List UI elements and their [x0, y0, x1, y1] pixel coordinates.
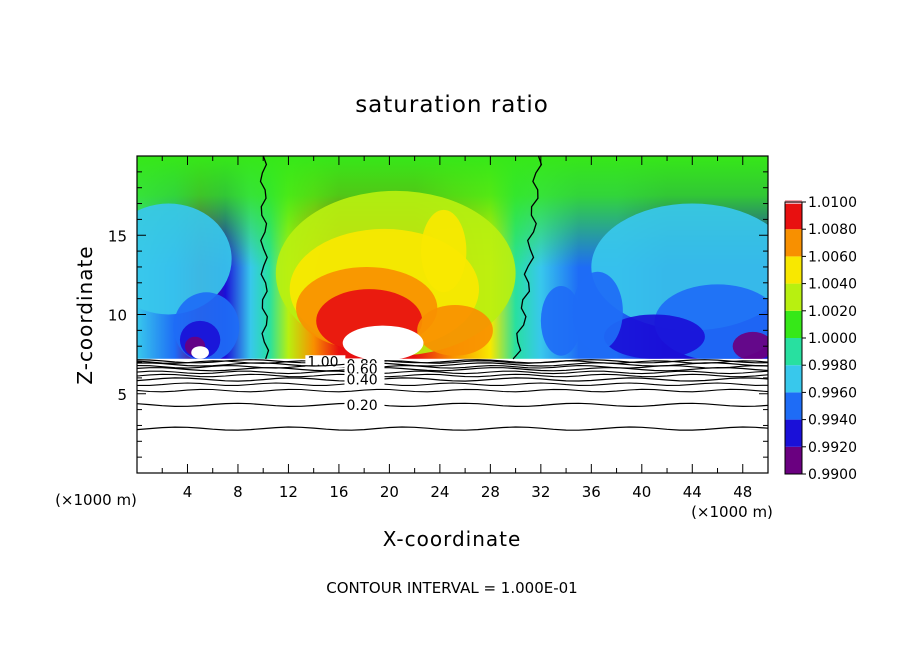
- cloud-contour-lines: 1.000.800.600.400.20: [137, 354, 768, 431]
- colorbar-label: 0.9980: [808, 358, 857, 374]
- isoline-saturation-1: [512, 156, 543, 360]
- x-tick-label: 20: [380, 483, 399, 501]
- contour-interval-note: CONTOUR INTERVAL = 1.000E-01: [326, 579, 577, 597]
- y-tick-label: 5: [117, 386, 127, 404]
- clear-region: [342, 325, 424, 361]
- x-tick-label: 32: [531, 483, 550, 501]
- x-tick-label: 8: [233, 483, 243, 501]
- contour-line: [137, 382, 768, 386]
- contour-line: [137, 362, 768, 367]
- plot-area: 1.000.800.600.400.20: [137, 156, 768, 473]
- colorbar-label: 0.9940: [808, 413, 857, 429]
- x-tick-label: 4: [183, 483, 193, 501]
- contour-label-background: [305, 355, 346, 368]
- contour-line: [137, 360, 768, 364]
- contour-label-background: [344, 363, 385, 376]
- contour-line: [137, 377, 768, 382]
- y-tick-label: 10: [108, 307, 127, 325]
- contour-line: [137, 370, 768, 375]
- colorbar-segment: [785, 446, 802, 474]
- contour-line: [137, 373, 768, 378]
- contour-label-background: [344, 398, 385, 411]
- contour-label: 0.40: [346, 372, 377, 388]
- contour-fill-region: [603, 314, 705, 359]
- colorbar-label: 1.0080: [808, 222, 857, 238]
- chart-title: saturation ratio: [355, 92, 549, 118]
- contour-fill-region: [417, 304, 493, 356]
- colorbar-label: 1.0040: [808, 277, 857, 293]
- colorbar-segment: [785, 365, 802, 393]
- x-unit-left: (×1000 m): [55, 491, 137, 509]
- colorbar-segment: [785, 256, 802, 284]
- colorbar-label: 0.9920: [808, 440, 857, 456]
- contour-fill-region: [732, 331, 768, 361]
- colorbar-label: 1.0000: [808, 331, 857, 347]
- x-tick-label: 40: [632, 483, 651, 501]
- x-tick-label: 28: [481, 483, 500, 501]
- contour-line: [137, 426, 768, 431]
- colorbar-label: 1.0060: [808, 249, 857, 265]
- colorbar-label: 0.9900: [808, 467, 857, 483]
- y-tick-label: 15: [108, 227, 127, 245]
- contour-label: 0.20: [346, 398, 377, 414]
- x-tick-label: 36: [582, 483, 601, 501]
- x-axis-label: X-coordinate: [383, 527, 522, 551]
- contour-fill-region: [420, 209, 467, 293]
- x-tick-label: 16: [329, 483, 348, 501]
- x-tick-label: 12: [279, 483, 298, 501]
- colorbar-segment: [785, 229, 802, 257]
- y-axis-ticks: 5 10 15: [108, 171, 768, 458]
- saturation-contour-fills: [137, 156, 768, 363]
- x-tick-label: 44: [683, 483, 702, 501]
- contour-label: 1.00: [307, 354, 338, 370]
- subcloud-region: [137, 358, 768, 473]
- colorbar-segment: [785, 392, 802, 420]
- colorbar-segment: [785, 202, 802, 230]
- clear-region: [191, 346, 209, 359]
- y-axis-label: Z-coordinate: [73, 245, 97, 384]
- colorbar-label: 0.9960: [808, 385, 857, 401]
- colorbar-label: 1.0100: [808, 195, 857, 211]
- contour-line: [137, 366, 768, 372]
- contour-fill-region: [137, 203, 232, 315]
- colorbar-segment: [785, 338, 802, 366]
- x-axis-ticks: 4 8 12 16 20 24 28 32 36 40 44 48: [161, 156, 752, 501]
- isoline-saturation-1: [259, 156, 270, 360]
- colorbar-segment: [785, 283, 802, 311]
- saturation-one-isoline: [259, 156, 543, 360]
- contour-fill-region: [540, 285, 582, 356]
- x-tick-label: 48: [733, 483, 752, 501]
- colorbar-segment: [785, 310, 802, 338]
- contour-fill-region: [572, 271, 623, 351]
- colorbar-label: 1.0020: [808, 304, 857, 320]
- x-unit-right: (×1000 m): [691, 503, 773, 521]
- contour-line: [137, 388, 768, 393]
- colorbar: 0.9900 0.9920 0.9940 0.9960 0.9980 1.0000 1.00…: [784, 195, 857, 483]
- colorbar-segment: [785, 419, 802, 447]
- x-tick-label: 24: [430, 483, 449, 501]
- contour-line: [137, 402, 768, 408]
- contour-label-background: [344, 373, 385, 386]
- contour-line: [137, 359, 768, 364]
